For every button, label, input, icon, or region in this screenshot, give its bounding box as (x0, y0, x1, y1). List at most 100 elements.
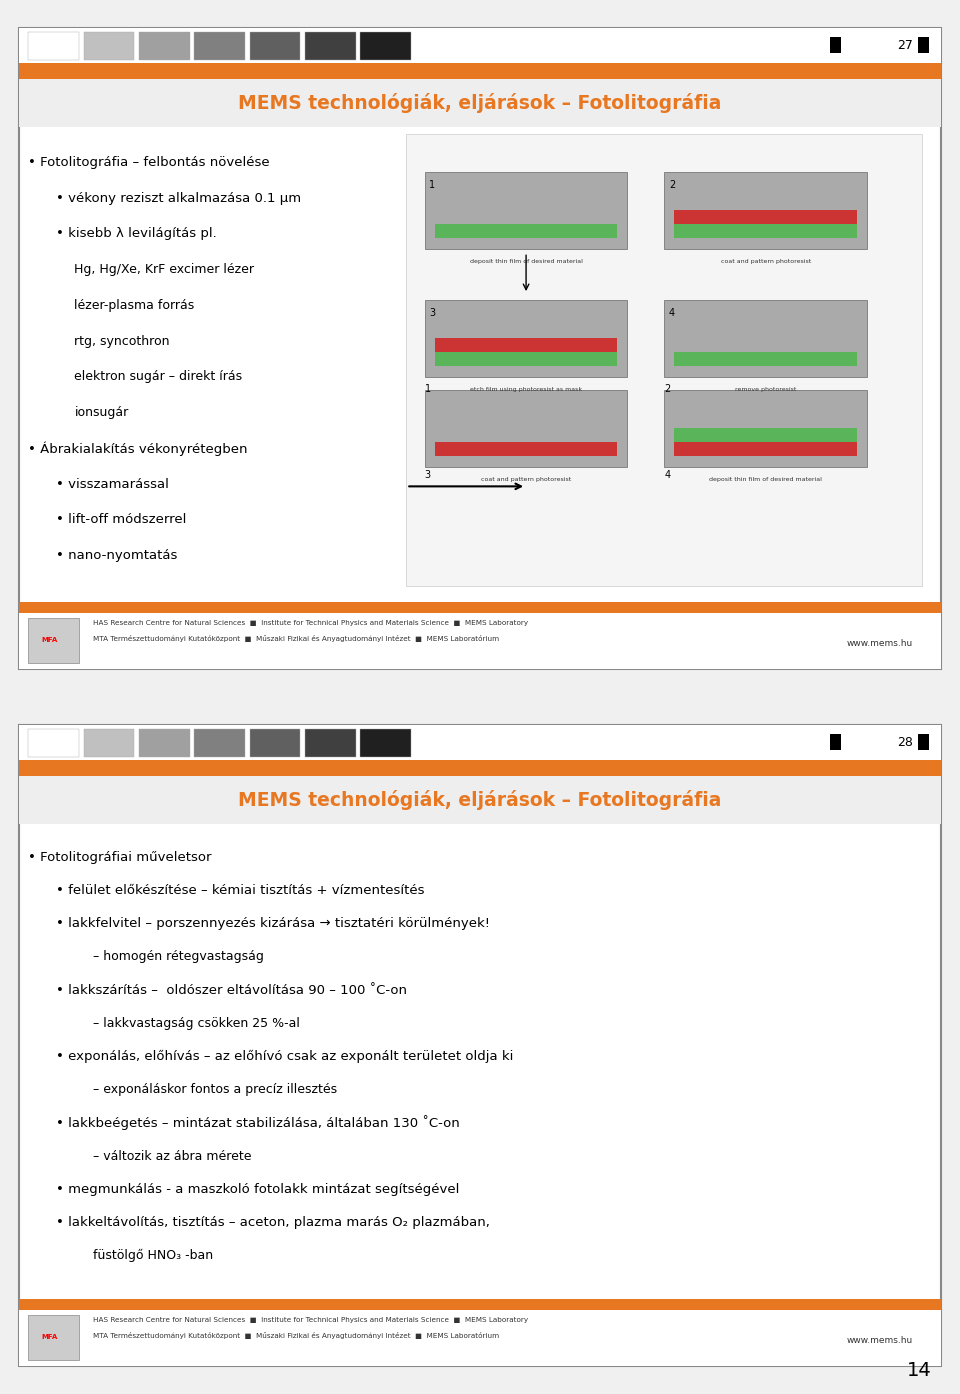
Bar (305, 32, 355, 60)
Text: füstölgő HNO₃ -ban: füstölgő HNO₃ -ban (93, 1249, 213, 1263)
Bar (29, 1315, 79, 1359)
Bar (19, 79, 941, 127)
Text: • felület előkészítése – kémiai tisztítás + vízmentesítés: • felület előkészítése – kémiai tisztítá… (56, 884, 424, 896)
Text: • megmunkálás - a maszkoló fotolakk mintázat segítségével: • megmunkálás - a maszkoló fotolakk mint… (56, 1184, 460, 1196)
Text: MTA Természettudományi Kutatóközpont  ■  Műszaki Fizikai és Anyagtudományi Intéz: MTA Természettudományi Kutatóközpont ■ M… (93, 634, 499, 641)
Text: • lift-off módszerrel: • lift-off módszerrel (56, 513, 186, 527)
Text: • lakkbeégetés – mintázat stabilizálása, általában 130 ˚C-on: • lakkbeégetés – mintázat stabilizálása,… (56, 1115, 460, 1131)
Text: • lakkfelvitel – porszennyezés kizárása → tisztatéri körülmények!: • lakkfelvitel – porszennyezés kizárása … (56, 917, 490, 930)
Bar (664, 173, 867, 250)
FancyBboxPatch shape (19, 725, 941, 1366)
Text: • Fotolitográfia – felbontás növelése: • Fotolitográfia – felbontás növelése (29, 156, 270, 169)
Bar (19, 63, 941, 79)
Text: coat and pattern photoresist: coat and pattern photoresist (481, 477, 571, 482)
Text: remove photoresist: remove photoresist (735, 388, 797, 392)
Bar (194, 32, 245, 60)
Text: • Ábrakialakítás vékonyrétegben: • Ábrakialakítás vékonyrétegben (29, 441, 248, 456)
Text: 4: 4 (664, 470, 670, 481)
Text: HAS Research Centre for Natural Sciences  ■  Institute for Technical Physics and: HAS Research Centre for Natural Sciences… (93, 1317, 528, 1323)
Bar (918, 735, 929, 750)
Text: ionsugár: ionsugár (75, 406, 129, 420)
Bar (424, 173, 628, 250)
Bar (84, 32, 134, 60)
Text: MFA: MFA (41, 1334, 58, 1340)
Text: lézer-plasma forrás: lézer-plasma forrás (75, 298, 195, 312)
Text: – lakkvastagság csökken 25 %-al: – lakkvastagság csökken 25 %-al (93, 1016, 300, 1030)
Text: coat and pattern photoresist: coat and pattern photoresist (721, 259, 811, 263)
Text: 28: 28 (898, 736, 913, 749)
Text: 27: 27 (898, 39, 913, 52)
Text: HAS Research Centre for Natural Sciences  ■  Institute for Technical Physics and: HAS Research Centre for Natural Sciences… (93, 620, 528, 626)
Bar (139, 729, 190, 757)
Bar (435, 339, 617, 351)
Text: MEMS technológiák, eljárások – Fotolitográfia: MEMS technológiák, eljárások – Fotolitog… (238, 93, 722, 113)
Text: – homogén rétegvastagság: – homogén rétegvastagság (93, 951, 264, 963)
Bar (664, 390, 867, 467)
Bar (675, 351, 857, 365)
Bar (250, 32, 300, 60)
Text: MEMS technológiák, eljárások – Fotolitográfia: MEMS technológiák, eljárások – Fotolitog… (238, 790, 722, 810)
Text: etch film using photoresist as mask: etch film using photoresist as mask (470, 388, 582, 392)
Text: deposit thin film of desired material: deposit thin film of desired material (709, 477, 822, 482)
Text: rtg, syncothron: rtg, syncothron (75, 335, 170, 347)
FancyBboxPatch shape (19, 28, 941, 669)
Bar (675, 223, 857, 237)
Text: 1: 1 (424, 383, 431, 393)
Text: • exponálás, előhívás – az előhívó csak az exponált területet oldja ki: • exponálás, előhívás – az előhívó csak … (56, 1050, 514, 1064)
Bar (19, 1299, 941, 1310)
Bar (19, 776, 941, 824)
Text: Hg, Hg/Xe, KrF excimer lézer: Hg, Hg/Xe, KrF excimer lézer (75, 263, 254, 276)
Text: MFA: MFA (41, 637, 58, 643)
Bar (29, 618, 79, 662)
Text: 14: 14 (906, 1361, 931, 1380)
Text: 1: 1 (429, 180, 436, 190)
Text: 2: 2 (669, 180, 675, 190)
Bar (424, 390, 628, 467)
Bar (830, 735, 841, 750)
Text: 3: 3 (424, 470, 431, 481)
Bar (830, 38, 841, 53)
Bar (29, 32, 79, 60)
Bar (675, 428, 857, 442)
Bar (19, 602, 941, 613)
Text: • lakkeltávolítás, tisztítás – aceton, plazma marás O₂ plazmában,: • lakkeltávolítás, tisztítás – aceton, p… (56, 1216, 490, 1230)
Text: • vékony reziszt alkalmazása 0.1 μm: • vékony reziszt alkalmazása 0.1 μm (56, 191, 301, 205)
Text: deposit thin film of desired material: deposit thin film of desired material (469, 259, 583, 263)
Bar (19, 28, 941, 63)
Text: – exponáláskor fontos a precíz illesztés: – exponáláskor fontos a precíz illesztés (93, 1083, 337, 1096)
Text: elektron sugár – direkt írás: elektron sugár – direkt írás (75, 371, 243, 383)
Bar (406, 134, 923, 585)
Bar (360, 729, 411, 757)
Bar (84, 729, 134, 757)
Bar (29, 729, 79, 757)
Text: – változik az ábra mérete: – változik az ábra mérete (93, 1150, 252, 1163)
Bar (19, 725, 941, 760)
Text: 2: 2 (664, 383, 671, 393)
Bar (19, 613, 941, 669)
Text: • nano-nyomtatás: • nano-nyomtatás (56, 549, 178, 562)
Bar (19, 1310, 941, 1366)
Bar (305, 729, 355, 757)
Bar (435, 223, 617, 237)
Bar (675, 210, 857, 223)
Bar (360, 32, 411, 60)
Bar (675, 442, 857, 456)
Bar (918, 38, 929, 53)
Text: MTA Természettudományi Kutatóközpont  ■  Műszaki Fizikai és Anyagtudományi Intéz: MTA Természettudományi Kutatóközpont ■ M… (93, 1331, 499, 1338)
Bar (194, 729, 245, 757)
Text: • Fotolitográfiai műveletsor: • Fotolitográfiai műveletsor (29, 850, 212, 864)
Bar (250, 729, 300, 757)
Bar (664, 301, 867, 378)
Bar (139, 32, 190, 60)
Text: 3: 3 (429, 308, 436, 318)
Text: • kisebb λ levilágítás pl.: • kisebb λ levilágítás pl. (56, 227, 217, 240)
Text: www.mems.hu: www.mems.hu (847, 638, 913, 648)
Text: 4: 4 (669, 308, 675, 318)
Text: • lakkszárítás –  oldószer eltávolítása 90 – 100 ˚C-on: • lakkszárítás – oldószer eltávolítása 9… (56, 984, 407, 997)
Bar (435, 351, 617, 365)
Text: • visszamarással: • visszamarással (56, 478, 169, 491)
Bar (435, 442, 617, 456)
Bar (19, 760, 941, 776)
Bar (424, 301, 628, 378)
Text: www.mems.hu: www.mems.hu (847, 1335, 913, 1345)
